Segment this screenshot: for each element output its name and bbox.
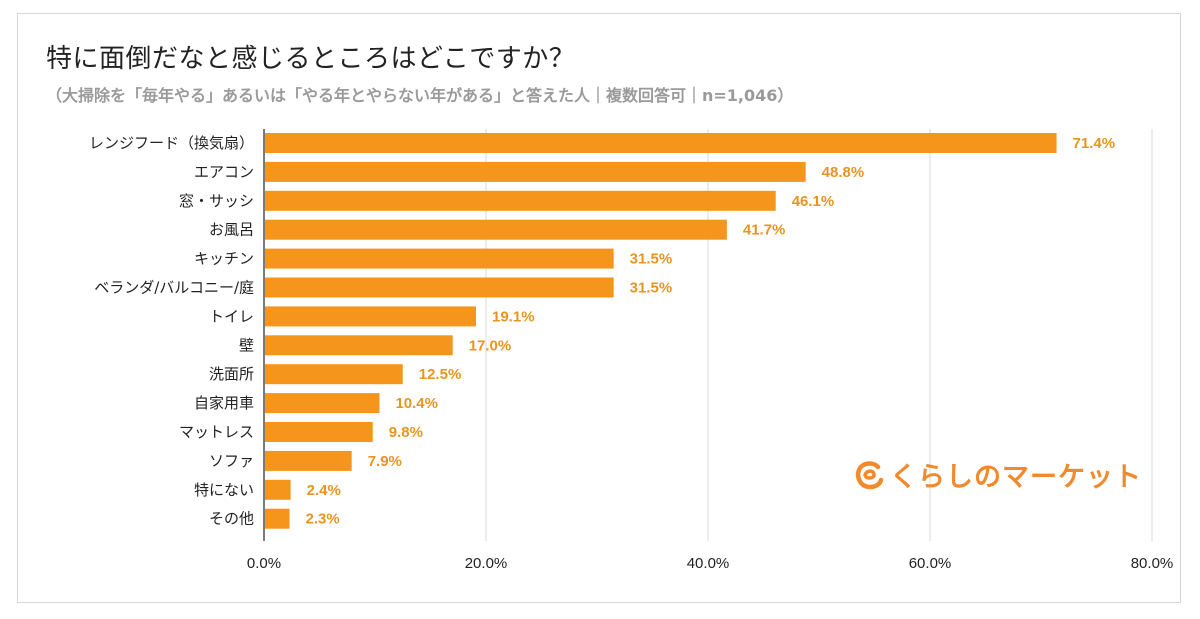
bar xyxy=(265,450,352,471)
category-labels: レンジフード（換気扇） エアコン窓・サッシお風呂キッチンベランダ/バルコニー/庭ト… xyxy=(89,134,254,528)
bar xyxy=(265,479,291,500)
bar xyxy=(265,422,373,442)
bars xyxy=(265,133,1057,529)
value-label: 48.8% xyxy=(822,164,865,181)
category-label: 洗面所 xyxy=(209,365,254,383)
value-label: 10.4% xyxy=(395,395,438,412)
bar xyxy=(265,393,380,414)
category-label: その他 xyxy=(209,510,254,528)
value-label: 46.1% xyxy=(792,193,835,210)
value-label: 17.0% xyxy=(469,337,512,354)
x-tick-label: 20.0% xyxy=(465,555,508,572)
category-label: エアコン xyxy=(194,163,254,181)
bar xyxy=(265,161,806,182)
value-label: 9.8% xyxy=(389,424,423,441)
category-label: お風呂 xyxy=(209,221,254,239)
bar xyxy=(265,335,453,356)
category-label: トイレ xyxy=(209,307,254,325)
category-label: キッチン xyxy=(194,250,254,268)
tick-labels: 0.0% 20.0% 40.0% 60.0% 80.0% xyxy=(247,555,1173,572)
value-label: 31.5% xyxy=(630,251,673,268)
chart-frame xyxy=(17,13,1181,603)
chart-title: 特に面倒だなと感じるところはどこですか？ xyxy=(46,44,576,74)
bar xyxy=(265,190,776,211)
bar xyxy=(265,219,727,240)
value-label: 2.4% xyxy=(307,482,341,499)
category-label: ベランダ/バルコニー/庭 xyxy=(94,279,254,297)
bar xyxy=(265,277,614,298)
bar xyxy=(265,248,614,269)
value-label: 31.5% xyxy=(630,280,673,297)
bar xyxy=(265,364,403,385)
bar xyxy=(265,508,290,529)
bar xyxy=(265,133,1057,153)
value-label: 41.7% xyxy=(743,222,786,239)
category-label: ソファ xyxy=(209,452,254,470)
value-label: 12.5% xyxy=(419,366,462,383)
category-label: マットレス xyxy=(179,423,254,441)
category-label: 壁 xyxy=(239,336,254,354)
value-label: 19.1% xyxy=(492,308,535,325)
category-label: 自家用車 xyxy=(194,394,254,412)
value-labels: 71.4% 48.8% 46.1% 41.7% 31.5% 31.5% 19.1% 17.0%… xyxy=(306,135,1116,528)
x-tick-label: 80.0% xyxy=(1131,555,1174,572)
logo-text: くらしのマーケット xyxy=(890,462,1142,493)
category-label: レンジフード（換気扇） xyxy=(89,134,254,152)
category-label: 特にない xyxy=(194,481,254,499)
x-tick-label: 60.0% xyxy=(909,555,952,572)
bar xyxy=(265,306,477,327)
kurashi-logo-icon xyxy=(855,460,884,489)
x-tick-label: 0.0% xyxy=(247,555,281,572)
category-label: 窓・サッシ xyxy=(179,192,254,210)
chart-subtitle: （大掃除を「毎年やる」あるいは「やる年とやらない年がある」と答えた人｜複数回答可… xyxy=(46,86,794,105)
value-label: 7.9% xyxy=(368,453,402,470)
x-tick-label: 40.0% xyxy=(687,555,730,572)
value-label: 2.3% xyxy=(306,511,340,528)
value-label: 71.4% xyxy=(1073,135,1116,152)
brand-logo: くらしのマーケット xyxy=(852,455,1142,494)
